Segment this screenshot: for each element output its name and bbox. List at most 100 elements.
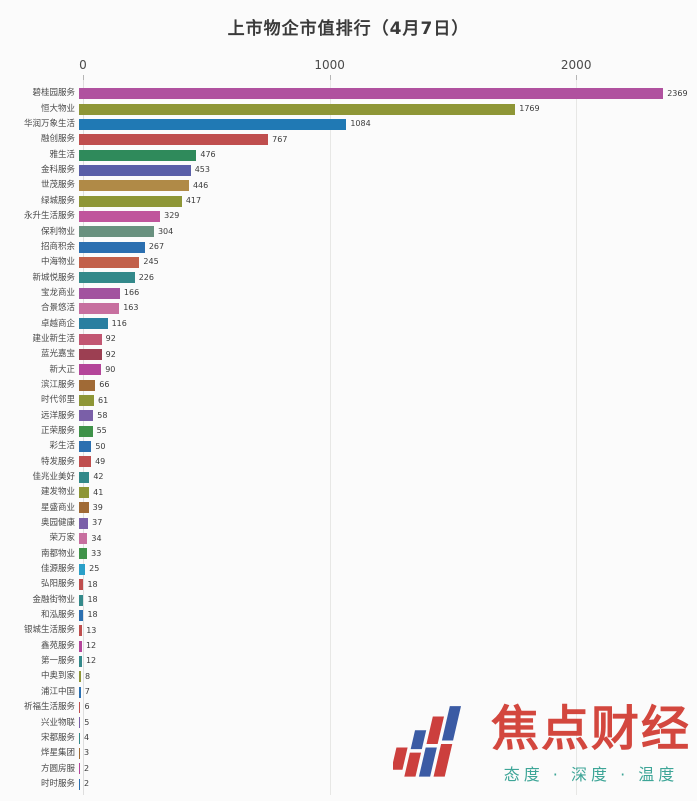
bar	[79, 379, 96, 391]
value-label: 42	[93, 472, 104, 482]
bar	[79, 180, 189, 192]
bar-row: 建业新生活 92	[0, 332, 697, 347]
category-label: 招商积余	[40, 241, 75, 252]
bar-row: 碧桂园服务 2369	[0, 86, 697, 101]
value-label: 66	[99, 380, 110, 390]
axis-tick-mark	[83, 75, 84, 80]
value-label: 33	[91, 548, 102, 558]
value-label: 453	[194, 165, 210, 175]
value-label: 25	[89, 564, 100, 574]
value-label: 417	[185, 196, 202, 206]
category-label: 合景悠活	[40, 303, 75, 314]
bar-row: 时代邻里 61	[0, 393, 697, 408]
category-label: 金科服务	[40, 165, 75, 176]
bar-row: 永升生活服务 329	[0, 209, 697, 224]
value-label: 163	[123, 303, 139, 313]
bar	[79, 655, 82, 667]
value-label: 226	[138, 272, 154, 282]
category-label: 保利物业	[40, 226, 75, 237]
category-label: 中海物业	[40, 257, 75, 268]
value-label: 39	[92, 502, 103, 512]
category-label: 滨江服务	[40, 379, 75, 390]
value-label: 329	[164, 211, 180, 221]
bar	[79, 241, 145, 253]
category-label: 星盛商业	[40, 502, 75, 513]
category-label: 荣万家	[49, 533, 75, 544]
bar	[79, 149, 197, 161]
axis-tick-mark	[329, 75, 331, 80]
category-label: 金融街物业	[32, 594, 75, 605]
gridline	[576, 80, 578, 795]
bar	[79, 717, 81, 729]
bar	[79, 349, 102, 361]
value-label: 767	[272, 134, 288, 144]
bar-row: 宝龙商业 166	[0, 285, 697, 300]
value-label: 41	[93, 487, 104, 497]
category-label: 碧桂园服务	[32, 88, 75, 99]
bar	[79, 88, 664, 100]
bar-row: 奥园健康 37	[0, 516, 697, 531]
value-label: 12	[85, 656, 97, 666]
bar	[79, 103, 516, 115]
value-label: 5	[84, 717, 90, 727]
category-label: 建业新生活	[32, 333, 75, 344]
bar-row: 蓝光嘉宝 92	[0, 347, 697, 362]
brand-name: 焦点财经	[490, 700, 691, 757]
value-label: 18	[87, 579, 98, 589]
category-label: 时代邻里	[40, 395, 75, 406]
bar	[79, 732, 80, 744]
category-label: 建发物业	[40, 487, 75, 498]
bar-row: 时时服务 2	[0, 776, 697, 791]
bar	[79, 686, 81, 698]
value-label: 92	[105, 334, 116, 344]
bar-row: 正荣服务 55	[0, 424, 697, 439]
value-label: 12	[85, 641, 97, 651]
bar-row: 绿城服务 417	[0, 193, 697, 208]
bar	[79, 701, 81, 713]
bar	[79, 226, 154, 238]
value-label: 55	[96, 426, 107, 436]
value-label: 7	[84, 687, 90, 697]
bar	[79, 487, 90, 499]
bar-row: 新城悦服务 226	[0, 270, 697, 285]
axis-tick-mark	[576, 75, 578, 80]
category-label: 浦江中国	[40, 686, 75, 697]
bar-row: 新大正 90	[0, 362, 697, 377]
bar-row: 祈福生活服务 6	[0, 700, 697, 715]
bar	[79, 164, 191, 176]
bar-row: 佳兆业美好 42	[0, 470, 697, 485]
category-label: 宋都服务	[40, 732, 75, 743]
bar-row: 招商积余 267	[0, 239, 697, 254]
value-label: 267	[148, 242, 165, 252]
axis-tick-label: 2000	[560, 58, 592, 72]
value-label: 1084	[350, 119, 371, 129]
value-label: 3	[84, 748, 90, 758]
bar	[79, 256, 140, 268]
bars-container: 碧桂园服务 2369 恒大物业 1769 华润万象生活 1084 融创服务 767 雅生活 476…	[0, 86, 697, 792]
category-label: 奥园健康	[40, 518, 75, 529]
category-label: 正荣服务	[40, 425, 75, 436]
bar-row: 方圆房服 2	[0, 761, 697, 776]
bar	[79, 441, 92, 453]
bar	[79, 594, 84, 606]
category-label: 宝龙商业	[40, 287, 75, 298]
bar-row: 恒大物业 1769	[0, 101, 697, 116]
value-label: 34	[91, 533, 102, 543]
value-label: 6	[84, 702, 90, 712]
category-label: 佳兆业美好	[32, 472, 75, 483]
bar-row: 浦江中国 7	[0, 684, 697, 699]
bar-row: 中海物业 245	[0, 255, 697, 270]
category-label: 祈福生活服务	[23, 702, 75, 713]
bar-row: 南都物业 33	[0, 546, 697, 561]
category-label: 融创服务	[40, 134, 75, 145]
category-label: 远洋服务	[40, 410, 75, 421]
bar	[79, 318, 108, 330]
bar-row: 滨江服务 66	[0, 378, 697, 393]
bar-row: 华润万象生活 1084	[0, 117, 697, 132]
category-label: 雅生活	[49, 149, 75, 160]
bar	[79, 625, 83, 637]
category-label: 卓越商企	[40, 318, 75, 329]
bar-row: 彩生活 50	[0, 439, 697, 454]
category-label: 银城生活服务	[23, 625, 75, 636]
